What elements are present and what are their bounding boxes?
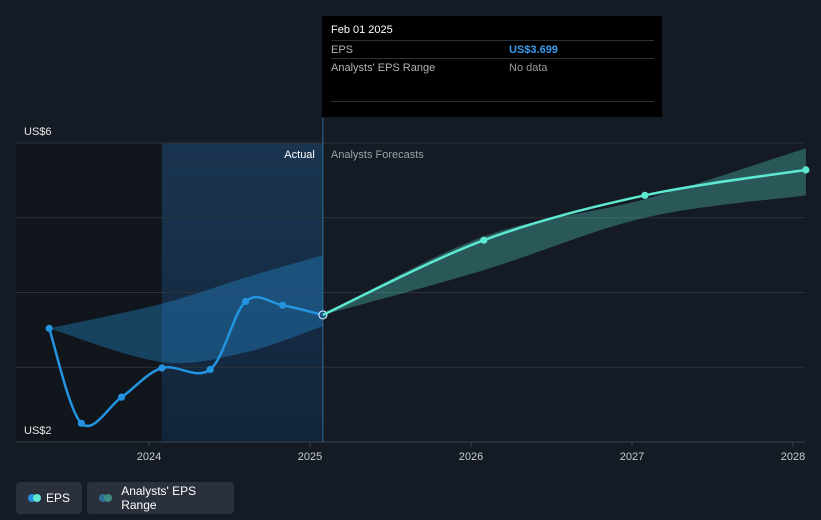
tooltip-date: Feb 01 2025 [331,24,393,36]
legend-range-label: Analysts' EPS Range [121,484,197,512]
y-tick-label-6: US$6 [24,126,52,138]
x-tick-label-2028: 2028 [781,451,805,463]
tooltip-row-eps: EPS US$3.699 [331,40,654,58]
data-point-actual-1 [77,419,85,427]
data-point-forecast-3 [802,166,810,174]
legend-eps-range[interactable]: Analysts' EPS Range [87,482,234,514]
x-tick-label-2025: 2025 [298,451,322,463]
tooltip-row-range: Analysts' EPS Range No data [331,58,654,76]
legend-eps[interactable]: EPS [16,482,82,514]
data-point-actual-3 [158,364,166,372]
x-tick-label-2027: 2027 [620,451,644,463]
tooltip-divider [331,101,654,102]
tooltip-eps-value: US$3.699 [509,43,558,56]
section-actual-label: Actual [284,149,315,161]
legend-eps-label: EPS [45,491,70,505]
tooltip-eps-label: EPS [331,43,354,56]
data-point-actual-4 [206,365,214,374]
data-point-forecast-2 [641,191,649,199]
tooltip-range-value: No data [509,61,548,74]
legend-range-icon [99,494,113,502]
tooltip-range-label: Analysts' EPS Range [331,61,436,74]
data-point-actual-2 [118,393,126,401]
data-point-actual-6 [279,301,287,309]
x-tick-label-2024: 2024 [137,451,161,463]
legend-eps-icon [28,494,41,502]
x-tick-label-2026: 2026 [459,451,483,463]
data-point-actual-5 [242,297,250,306]
y-tick-label-2: US$2 [24,425,52,437]
section-forecast-label: Analysts Forecasts [331,149,424,161]
hover-tooltip: Feb 01 2025 EPS US$3.699 Analysts' EPS R… [322,16,662,117]
series-line-forecast [322,168,807,317]
data-point-forecast-1 [480,236,488,244]
eps-range-forecast [322,148,806,315]
data-point-actual-0 [45,324,53,332]
eps-range-past [49,255,323,364]
